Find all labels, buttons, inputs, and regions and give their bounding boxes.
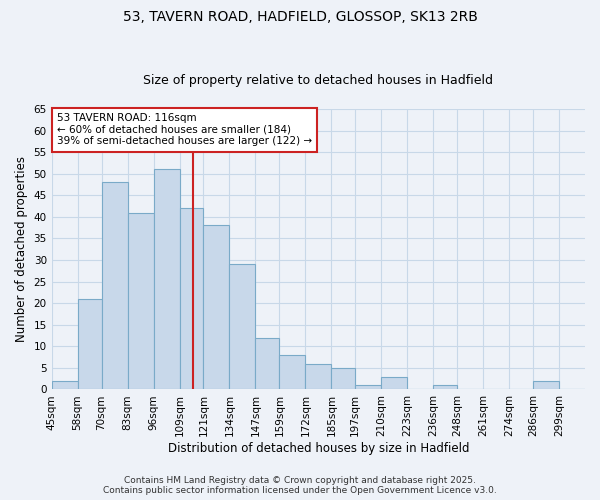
Bar: [331, 368, 355, 390]
Title: Size of property relative to detached houses in Hadfield: Size of property relative to detached ho…: [143, 74, 493, 87]
Bar: [229, 264, 256, 390]
Text: 53, TAVERN ROAD, HADFIELD, GLOSSOP, SK13 2RB: 53, TAVERN ROAD, HADFIELD, GLOSSOP, SK13…: [122, 10, 478, 24]
Bar: [280, 355, 305, 390]
Bar: [305, 364, 331, 390]
Bar: [256, 338, 280, 390]
Bar: [52, 381, 77, 390]
Text: Contains HM Land Registry data © Crown copyright and database right 2025.
Contai: Contains HM Land Registry data © Crown c…: [103, 476, 497, 495]
Bar: [77, 299, 101, 390]
Bar: [381, 376, 407, 390]
Bar: [355, 385, 381, 390]
Text: 53 TAVERN ROAD: 116sqm
← 60% of detached houses are smaller (184)
39% of semi-de: 53 TAVERN ROAD: 116sqm ← 60% of detached…: [57, 113, 312, 146]
Bar: [533, 381, 559, 390]
Bar: [203, 226, 229, 390]
Bar: [128, 212, 154, 390]
X-axis label: Distribution of detached houses by size in Hadfield: Distribution of detached houses by size …: [167, 442, 469, 455]
Bar: [179, 208, 203, 390]
Bar: [101, 182, 128, 390]
Bar: [433, 385, 457, 390]
Bar: [154, 170, 179, 390]
Y-axis label: Number of detached properties: Number of detached properties: [15, 156, 28, 342]
